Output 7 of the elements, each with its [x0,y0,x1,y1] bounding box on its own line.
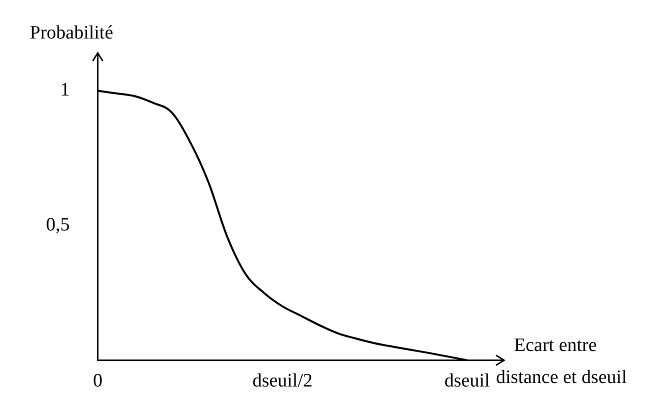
y-axis-title: Probabilité [30,22,114,44]
x-axis-title: Ecart entre distance et dseuil [496,335,627,388]
x-tick-label: 0 [93,370,102,392]
y-tick-label: 0,5 [46,214,70,236]
x-tick-label: dseuil [444,370,490,392]
x-tick-label: dseuil/2 [252,370,312,392]
y-tick-label: 1 [60,80,70,101]
